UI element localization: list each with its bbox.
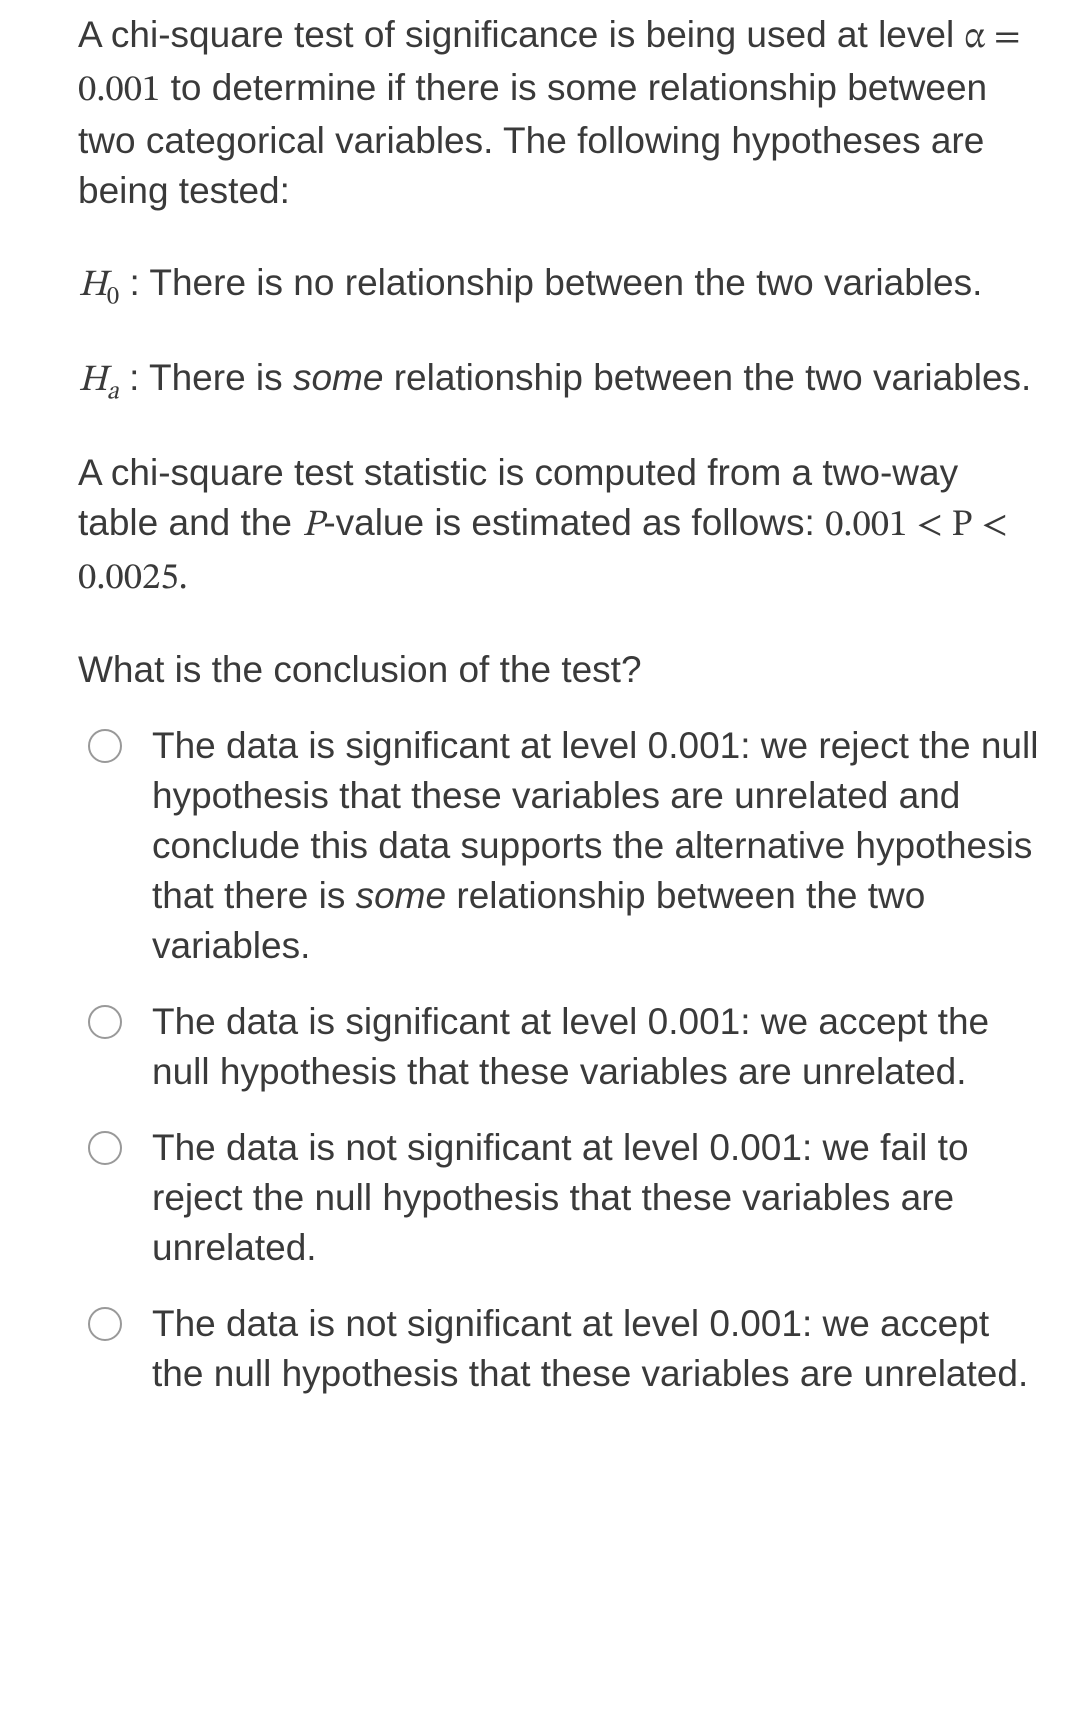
radio-icon[interactable] bbox=[88, 1005, 122, 1039]
statistic-paragraph: A chi-square test statistic is computed … bbox=[78, 448, 1040, 604]
option-3-text: The data is not significant at level 0.0… bbox=[152, 1123, 1040, 1273]
question-text: What is the conclusion of the test? bbox=[78, 645, 1040, 695]
alt-hypothesis: Ha : There is some relationship between … bbox=[78, 353, 1040, 406]
option-4-text: The data is not significant at level 0.0… bbox=[152, 1299, 1040, 1399]
option-1-text: The data is significant at level 0.001: … bbox=[152, 721, 1040, 971]
options-group: The data is significant at level 0.001: … bbox=[78, 721, 1040, 1398]
h0-symbol: H bbox=[78, 267, 107, 304]
stat-text-b: -value is estimated as follows: bbox=[323, 502, 825, 543]
h0-subscript: 0 bbox=[107, 284, 119, 309]
option-1[interactable]: The data is significant at level 0.001: … bbox=[78, 721, 1040, 971]
intro-text-a: A chi-square test of significance is bei… bbox=[78, 14, 964, 55]
radio-icon[interactable] bbox=[88, 729, 122, 763]
null-hypothesis: H0 : There is no relationship between th… bbox=[78, 258, 1040, 311]
h0-text: : There is no relationship between the t… bbox=[119, 262, 982, 303]
ha-text-a: : There is bbox=[119, 357, 293, 398]
option-2[interactable]: The data is significant at level 0.001: … bbox=[78, 997, 1040, 1097]
p-symbol: P bbox=[302, 507, 323, 544]
option-3[interactable]: The data is not significant at level 0.0… bbox=[78, 1123, 1040, 1273]
radio-icon[interactable] bbox=[88, 1307, 122, 1341]
radio-icon[interactable] bbox=[88, 1131, 122, 1165]
ha-some: some bbox=[293, 357, 383, 398]
option-3-text-a: The data is not significant at level 0.0… bbox=[152, 1127, 969, 1268]
option-4[interactable]: The data is not significant at level 0.0… bbox=[78, 1299, 1040, 1399]
option-4-text-a: The data is not significant at level 0.0… bbox=[152, 1303, 1028, 1394]
ha-text-b: relationship between the two variables. bbox=[383, 357, 1031, 398]
ha-subscript: a bbox=[107, 379, 119, 404]
intro-paragraph: A chi-square test of significance is bei… bbox=[78, 10, 1040, 216]
option-2-text-a: The data is significant at level 0.001: … bbox=[152, 1001, 989, 1092]
intro-text-b: to determine if there is some relationsh… bbox=[78, 67, 987, 211]
ha-symbol: H bbox=[78, 362, 107, 399]
option-2-text: The data is significant at level 0.001: … bbox=[152, 997, 1040, 1097]
option-1-em: some bbox=[356, 875, 446, 916]
